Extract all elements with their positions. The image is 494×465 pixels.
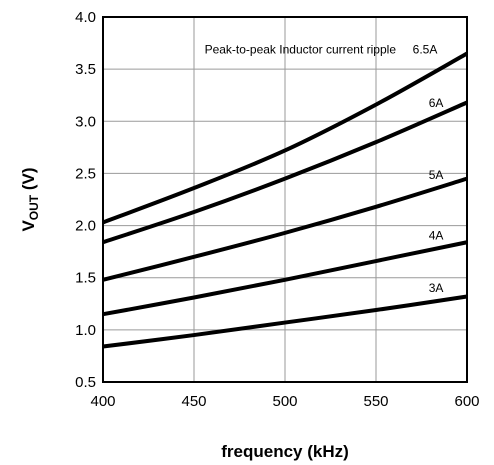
x-tick-labels: 400 450 500 550 600 — [90, 393, 479, 410]
y-axis-title-main: V — [19, 220, 38, 232]
series-label: 4A — [429, 229, 444, 243]
series-line — [102, 294, 468, 349]
series-line — [102, 51, 468, 225]
series-line — [102, 100, 468, 245]
y-tick-label: 3.5 — [75, 61, 96, 78]
x-tick-label: 550 — [363, 393, 388, 410]
plot-frame — [102, 16, 468, 383]
series-line — [102, 176, 468, 282]
series-lines — [102, 51, 468, 349]
series-label: 6A — [429, 96, 444, 110]
series-line — [102, 240, 468, 317]
y-tick-label: 1.5 — [75, 270, 96, 287]
y-tick-label: 0.5 — [75, 374, 96, 391]
y-tick-label: 3.0 — [75, 113, 96, 130]
y-tick-labels: 0.5 1.0 1.5 2.0 2.5 3.0 3.5 4.0 — [75, 9, 96, 391]
x-axis-title: frequency (kHz) — [221, 442, 349, 461]
grid-lines — [103, 17, 467, 382]
y-tick-label: 2.0 — [75, 218, 96, 235]
y-tick-label: 4.0 — [75, 9, 96, 26]
series-label: 3A — [429, 281, 444, 295]
x-tick-label: 450 — [181, 393, 206, 410]
x-tick-label: 600 — [454, 393, 479, 410]
y-axis-title-unit: (V) — [19, 167, 38, 194]
y-tick-label: 2.5 — [75, 165, 96, 182]
y-tick-label: 1.0 — [75, 322, 96, 339]
x-tick-label: 400 — [90, 393, 115, 410]
x-tick-label: 500 — [272, 393, 297, 410]
annotation: Peak-to-peak Inductor current ripple — [205, 43, 397, 57]
y-axis-title-sub: OUT — [27, 194, 41, 220]
y-axis-title: VOUT (V) — [19, 167, 41, 231]
series-labels: 6.5A 6A 5A 4A 3A — [413, 43, 444, 296]
series-label: 5A — [429, 168, 444, 182]
series-label: 6.5A — [413, 43, 438, 57]
